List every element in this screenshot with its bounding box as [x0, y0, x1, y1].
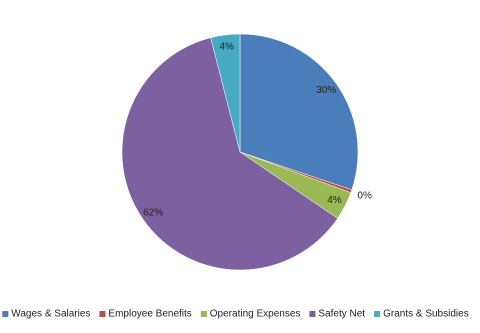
- pie-slice: [239, 33, 359, 191]
- legend-swatch: [2, 311, 9, 317]
- data-label: 30%: [316, 85, 336, 96]
- legend-swatch: [99, 311, 106, 317]
- pie-slice: [210, 33, 241, 153]
- pie-slice: [121, 37, 338, 271]
- legend-label: Grants & Subsidies: [383, 309, 469, 320]
- legend-label: Safety Net: [318, 309, 365, 320]
- data-label: 4%: [327, 195, 342, 206]
- legend-label: Wages & Salaries: [11, 309, 90, 320]
- data-label: 0%: [357, 191, 372, 202]
- legend-label: Employee Benefits: [108, 309, 191, 320]
- legend-swatch: [309, 311, 316, 317]
- legend-swatch: [374, 311, 381, 317]
- data-label: 62%: [143, 208, 163, 219]
- data-label: 4%: [219, 41, 234, 52]
- legend-swatch: [200, 311, 207, 317]
- legend-label: Operating Expenses: [210, 309, 301, 320]
